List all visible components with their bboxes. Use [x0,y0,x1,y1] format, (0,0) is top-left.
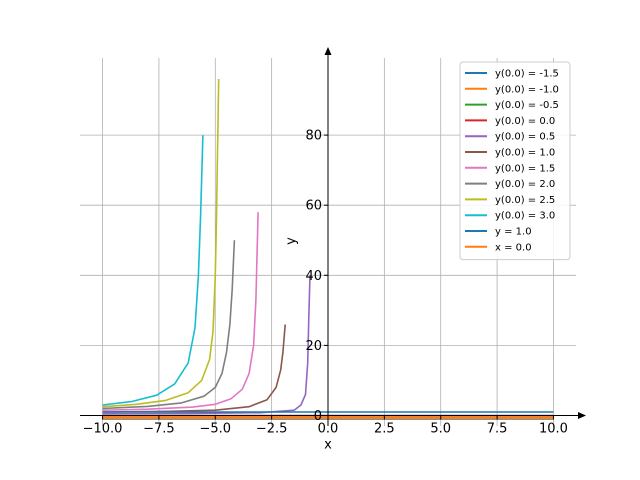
legend-label: y(0.0) = 0.0 [495,116,555,127]
legend-label: y(0.0) = -0.5 [495,100,559,111]
x-tick-label: −7.5 [143,421,175,436]
series-line-8 [103,79,219,407]
x-tick-label: 2.5 [374,421,395,436]
legend: y(0.0) = -1.5 y(0.0) = -1.0 y(0.0) = -0.5 y… [460,62,570,260]
series-line-9 [103,135,203,405]
x-tick-label: 10.0 [539,421,568,436]
legend-label: y(0.0) = 2.5 [495,195,555,206]
legend-label: y(0.0) = 0.5 [495,132,555,143]
x-tick-label: 7.5 [487,421,508,436]
y-tick-label: 20 [305,339,322,354]
legend-label: y(0.0) = -1.0 [495,84,559,95]
legend-label: y(0.0) = 2.0 [495,179,555,190]
series-line-4 [103,275,311,413]
y-axis-arrow [325,47,332,55]
legend-label: y(0.0) = 3.0 [495,211,555,222]
legend-label: x = 0.0 [495,242,532,253]
legend-label: y(0.0) = 1.5 [495,163,555,174]
y-tick-label: 80 [305,129,322,144]
legend-label: y(0.0) = -1.5 [495,69,559,80]
x-tick-label: −10.0 [83,421,123,436]
x-tick-label: 5.0 [430,421,451,436]
y-axis-label: y [284,237,299,245]
x-axis-arrow [578,412,586,419]
y-tick-label: 0 [314,409,322,424]
y-tick-label: 40 [305,269,322,284]
legend-label: y = 1.0 [495,227,532,238]
x-axis-label: x [324,437,332,452]
series-line-7 [103,240,235,408]
y-tick-label: 60 [305,199,322,214]
x-tick-label: −5.0 [199,421,231,436]
legend-label: y(0.0) = 1.0 [495,148,555,159]
x-tick-label: −2.5 [256,421,288,436]
